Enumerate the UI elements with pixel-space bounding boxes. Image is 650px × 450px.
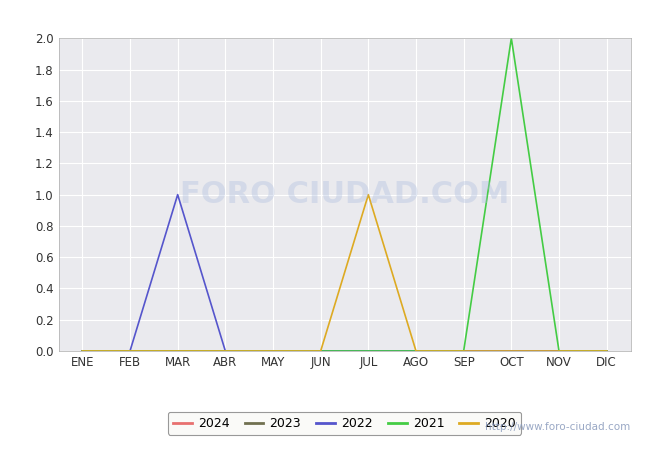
Text: http://www.foro-ciudad.com: http://www.foro-ciudad.com — [486, 422, 630, 432]
Text: Matriculaciones de Vehiculos en Bascuñana: Matriculaciones de Vehiculos en Bascuñan… — [144, 9, 506, 27]
Text: FORO CIUDAD.COM: FORO CIUDAD.COM — [180, 180, 509, 209]
Legend: 2024, 2023, 2022, 2021, 2020: 2024, 2023, 2022, 2021, 2020 — [168, 412, 521, 435]
